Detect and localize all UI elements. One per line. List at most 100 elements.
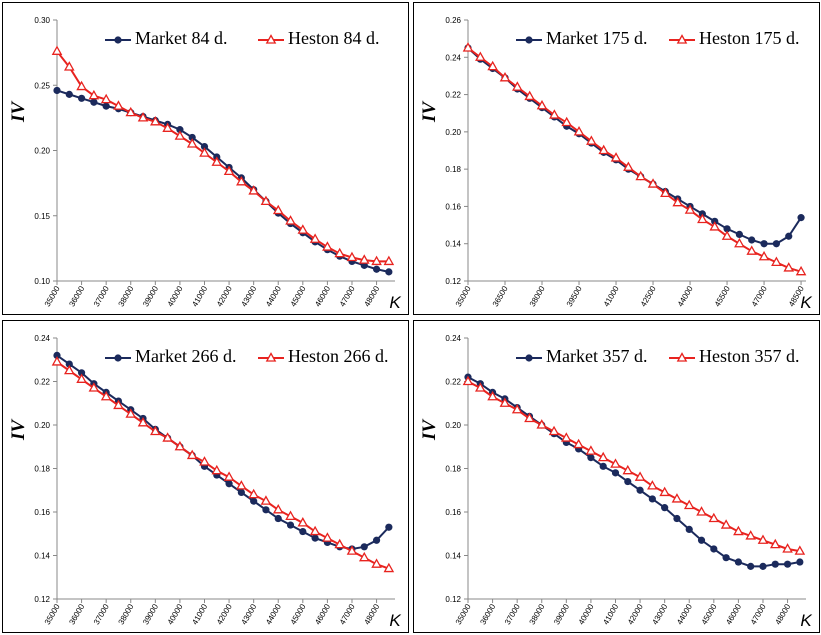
point [223, 471, 235, 481]
point [309, 233, 321, 243]
x-tick-label: 40000 [166, 284, 185, 308]
legend-label: Market 357 d. [546, 346, 647, 366]
point [358, 254, 370, 264]
point [237, 488, 245, 497]
point [250, 497, 258, 505]
point [125, 408, 137, 418]
x-tick-label: 36000 [478, 602, 497, 626]
point [372, 265, 381, 273]
point [597, 451, 609, 462]
x-tick-label: 47000 [749, 602, 768, 626]
point [334, 538, 345, 549]
x-tick-label: 36000 [67, 602, 86, 626]
point [785, 232, 793, 240]
point [511, 403, 523, 414]
point [309, 525, 321, 536]
y-tick-label: 0.18 [445, 465, 461, 474]
y-tick-label: 0.14 [445, 552, 461, 561]
x-tick-label: 44000 [675, 602, 694, 626]
point [525, 354, 533, 362]
y-tick-label: 0.20 [445, 128, 461, 137]
x-tick-label: 36000 [67, 284, 86, 308]
x-tick-label: 47000 [338, 602, 357, 626]
x-tick-label: 43000 [239, 602, 258, 626]
x-tick-label: 45000 [700, 602, 719, 626]
x-tick-label: 41000 [602, 284, 621, 308]
point [734, 237, 745, 248]
x-tick-label: 47000 [338, 284, 357, 308]
point [759, 562, 767, 570]
point [512, 81, 523, 91]
point [623, 161, 634, 171]
x-tick-label: 43000 [239, 284, 258, 308]
point [661, 504, 669, 512]
point [536, 419, 548, 429]
x-tick-label: 39000 [552, 602, 571, 626]
point [371, 255, 382, 266]
point [549, 109, 560, 119]
point [672, 196, 684, 207]
point [634, 471, 646, 481]
point [322, 241, 333, 251]
panel: 0.12 0.14 0.16 0.18 0.20 0.22 0.24 35000 36000 37… [413, 320, 820, 633]
point [188, 133, 196, 142]
point [783, 560, 792, 568]
point [611, 469, 620, 477]
y-tick-label: 0.20 [34, 421, 50, 430]
point [524, 412, 535, 423]
y-tick-label: 0.18 [34, 465, 50, 474]
point [771, 560, 779, 568]
series-line [467, 376, 801, 568]
x-tick-label: 35000 [454, 284, 473, 308]
point [796, 558, 804, 566]
point [797, 214, 805, 222]
point [360, 543, 368, 551]
point [561, 116, 572, 127]
x-tick-label: 37000 [92, 602, 111, 626]
point [710, 545, 718, 553]
point [659, 486, 670, 497]
x-tick-label: 38000 [117, 284, 136, 308]
point [176, 126, 184, 134]
x-tick-label: 42000 [626, 602, 645, 626]
point [769, 538, 781, 549]
point [53, 86, 61, 95]
x-tick-label: 40000 [577, 602, 596, 626]
point [499, 397, 511, 407]
panel-border [2, 2, 409, 315]
point [587, 454, 595, 462]
point [709, 221, 721, 231]
point [696, 506, 707, 516]
x-tick-label: 41000 [190, 602, 209, 626]
x-tick-label: 39500 [565, 284, 584, 308]
series-line [56, 354, 390, 550]
y-tick-label: 0.14 [445, 240, 461, 249]
y-tick-label: 0.14 [34, 552, 50, 561]
point [90, 98, 98, 106]
point [211, 156, 223, 166]
point [211, 464, 223, 475]
point [499, 71, 511, 82]
y-axis-label: IV [419, 101, 440, 123]
x-axis-label: K [800, 293, 812, 312]
point [322, 532, 333, 542]
point [297, 224, 309, 234]
point [636, 486, 644, 494]
point [548, 425, 560, 436]
point [697, 536, 706, 544]
point [782, 543, 793, 553]
panel: 0.12 0.14 0.16 0.18 0.20 0.22 0.24 0.26 35000 365… [413, 2, 820, 315]
y-tick-label: 0.16 [445, 202, 461, 211]
point [199, 147, 210, 157]
point [76, 80, 87, 91]
point [102, 102, 110, 110]
x-tick-label: 44000 [676, 284, 695, 308]
point [225, 480, 233, 488]
point [100, 93, 112, 104]
point [598, 144, 610, 155]
point [186, 138, 198, 148]
y-tick-label: 0.24 [445, 53, 461, 62]
point [114, 354, 122, 362]
point [265, 352, 277, 362]
x-tick-label: 43000 [650, 602, 669, 626]
